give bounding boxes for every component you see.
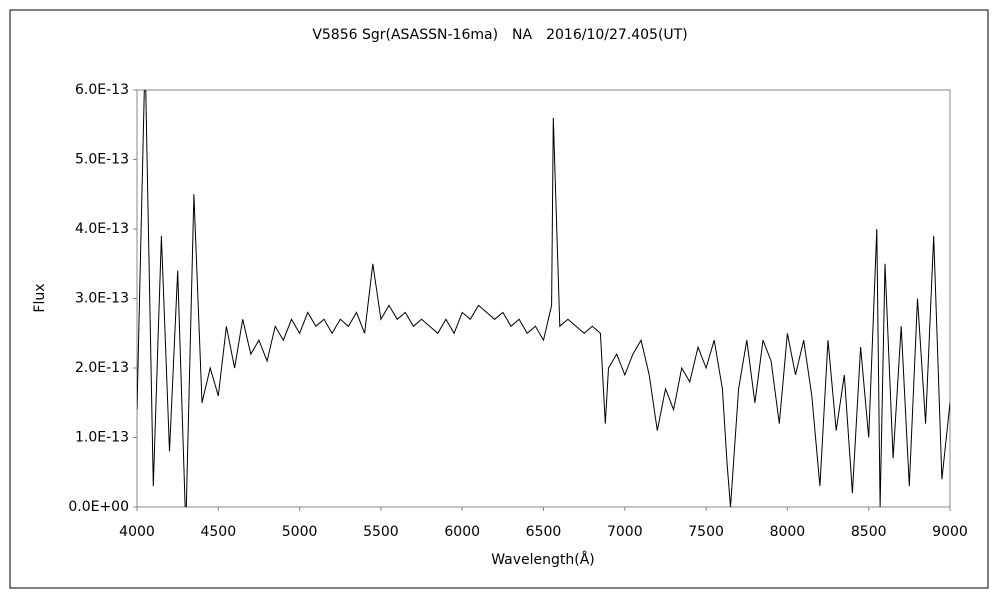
y-tick-label: 0.0E+00 (68, 499, 129, 515)
x-axis-label: Wavelength(Å) (491, 551, 595, 568)
x-tick-label: 7500 (688, 524, 724, 540)
x-tick-label: 8000 (770, 524, 806, 540)
y-tick-label: 1.0E-13 (75, 430, 129, 446)
y-axis-label: Flux (32, 283, 48, 312)
x-tick-label: 6500 (526, 524, 562, 540)
x-tick-label: 5500 (363, 524, 399, 540)
x-tick-label: 9000 (932, 524, 968, 540)
x-tick-label: 7000 (607, 524, 643, 540)
plot (137, 90, 950, 507)
x-tick-label: 4500 (200, 524, 236, 540)
x-tick-label: 6000 (444, 524, 480, 540)
chart-title: V5856 Sgr(ASASSN-16ma) NA 2016/10/27.405… (312, 27, 687, 43)
y-tick-label: 2.0E-13 (75, 360, 129, 376)
y-tick-label: 3.0E-13 (75, 291, 129, 307)
x-tick-label: 4000 (119, 524, 155, 540)
x-tick-label: 5000 (282, 524, 318, 540)
data-line (137, 90, 950, 507)
y-tick-label: 5.0E-13 (75, 152, 129, 168)
x-tick-label: 8500 (851, 524, 887, 540)
y-tick-label: 4.0E-13 (75, 221, 129, 237)
y-tick-label: 6.0E-13 (75, 82, 129, 98)
chart-border (9, 9, 989, 589)
